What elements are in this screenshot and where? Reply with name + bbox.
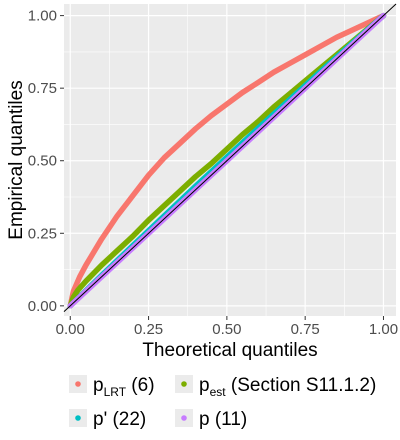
legend-label-main: p' (22) (93, 409, 146, 430)
x-tick-label: 0.50 (212, 321, 241, 338)
legend-key-dot (181, 381, 187, 387)
legend-label: pLRT (6) (93, 375, 155, 399)
legend-label-main: p (93, 375, 104, 396)
legend-key-dot (75, 415, 81, 421)
y-axis-title: Empirical quantiles (6, 80, 27, 239)
legend-label: pest (Section S11.1.2) (199, 375, 376, 399)
x-tick-label: 0.25 (134, 321, 163, 338)
legend-item-p: p (11) (175, 409, 247, 430)
reference-line (63, 3, 397, 313)
legend-label-sub: est (210, 385, 227, 399)
y-tick-label: 1.00 (28, 8, 57, 25)
y-axis-ticks: 0.00 0.25 0.50 0.75 1.00 (28, 8, 64, 315)
legend-label-suffix: (6) (126, 375, 155, 396)
legend-key-dot (181, 415, 187, 421)
x-axis-title: Theoretical quantiles (142, 340, 317, 361)
legend-item-est: pest (Section S11.1.2) (175, 375, 376, 399)
x-tick-label: 1.00 (369, 321, 398, 338)
legend: pLRT (6) pest (Section S11.1.2)p' (22) p (… (69, 375, 376, 430)
y-tick-label: 0.00 (28, 298, 57, 315)
legend-label-main: p (199, 375, 210, 396)
y-tick-label: 0.75 (28, 80, 57, 97)
legend-label: p (11) (199, 409, 247, 430)
grid-minor (64, 4, 396, 316)
y-tick-label: 0.50 (28, 153, 57, 170)
y-tick-label: 0.25 (28, 225, 57, 242)
legend-label: p' (22) (93, 409, 146, 430)
legend-key-dot (75, 381, 81, 387)
legend-label-main: p (11) (199, 409, 247, 430)
series-line-lrt (67, 12, 387, 309)
legend-item-pprime: p' (22) (69, 409, 146, 430)
legend-label-suffix: (Section S11.1.2) (226, 375, 377, 396)
x-tick-label: 0.00 (56, 321, 85, 338)
x-axis-ticks: 0.00 0.25 0.50 0.75 1.00 (56, 316, 398, 338)
legend-item-lrt: pLRT (6) (69, 375, 155, 399)
legend-label-sub: LRT (104, 385, 127, 399)
x-tick-label: 0.75 (291, 321, 320, 338)
